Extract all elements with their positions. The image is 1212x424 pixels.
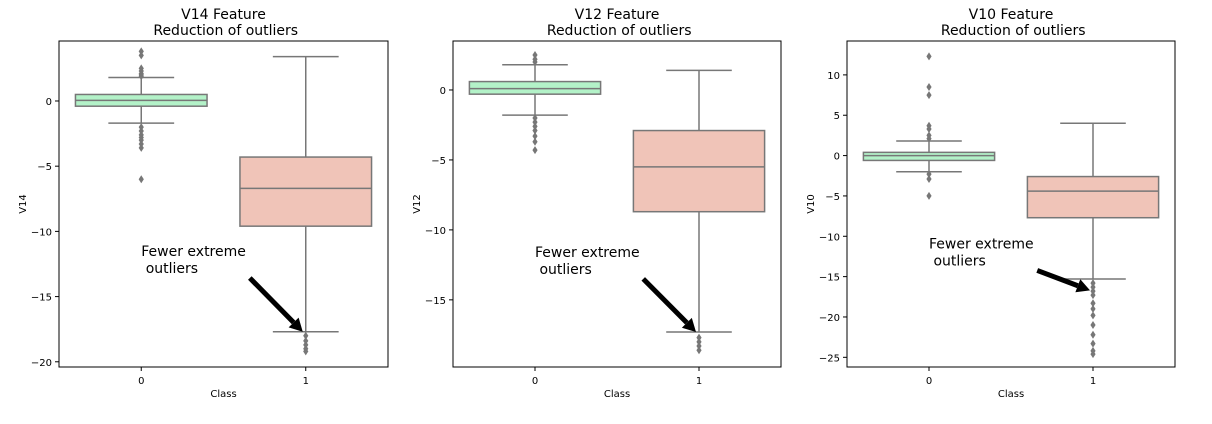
outlier-point — [138, 72, 144, 81]
outlier-point — [1090, 304, 1096, 313]
y-axis-label: V12 — [412, 194, 423, 214]
x-axis-label: Class — [604, 389, 630, 400]
y-tick-label: −15 — [31, 293, 52, 304]
box-class-1 — [632, 69, 766, 355]
y-tick-label: −15 — [425, 296, 446, 307]
chart-title: V14 Feature Reduction of outliers — [149, 7, 298, 39]
y-tick-label: −15 — [819, 273, 840, 284]
outlier-point — [138, 175, 144, 184]
outlier-point — [926, 174, 932, 183]
y-tick-label: 0 — [834, 152, 840, 163]
x-tick-label: 0 — [532, 376, 538, 387]
chart-title: V10 Feature Reduction of outliers — [936, 7, 1085, 39]
box-iqr — [862, 151, 996, 162]
outlier-point — [1090, 299, 1096, 308]
annotation-arrow-head — [681, 317, 696, 333]
y-tick-label: 5 — [834, 111, 840, 122]
x-axis-label: Class — [998, 389, 1024, 400]
outlier-point — [1090, 321, 1096, 330]
outlier-point — [696, 337, 702, 346]
outlier-point — [1090, 283, 1096, 292]
outlier-point — [532, 113, 538, 122]
outlier-point — [532, 146, 538, 155]
outlier-point — [532, 132, 538, 141]
outlier-point — [1090, 279, 1096, 288]
axes-frame — [452, 40, 782, 368]
annotation-text: Fewer extreme outliers — [929, 236, 1034, 269]
x-axis-label: Class — [210, 389, 236, 400]
y-tick-label: 10 — [827, 71, 840, 82]
annotation-arrow-head — [1075, 279, 1090, 293]
chart-panel-0: V14 Feature Reduction of outliers 0 −5 −10 −… — [18, 7, 389, 400]
box-class-0 — [862, 52, 996, 200]
outlier-point — [696, 346, 702, 355]
outlier-point — [532, 118, 538, 127]
chart-title: V12 Feature Reduction of outliers — [542, 7, 691, 39]
outlier-point — [1090, 339, 1096, 348]
y-tick-label: −25 — [819, 353, 840, 364]
outlier-point — [696, 333, 702, 342]
outlier-point — [532, 50, 538, 59]
y-tick-label: −10 — [31, 227, 52, 238]
outlier-point — [1090, 311, 1096, 320]
annotation-arrow-head — [288, 317, 303, 332]
y-axis-label: V10 — [806, 194, 817, 214]
chart-panel-1: V12 Feature Reduction of outliers 0 −5 −10 −… — [412, 7, 782, 400]
outlier-point — [696, 342, 702, 351]
annotation-text: Fewer extreme outliers — [535, 245, 640, 278]
outlier-point — [303, 347, 309, 356]
y-tick-label: 0 — [440, 86, 446, 97]
box-class-0 — [468, 50, 602, 155]
y-tick-label: −10 — [425, 226, 446, 237]
outlier-point — [1090, 291, 1096, 300]
y-tick-label: −5 — [825, 192, 840, 203]
outlier-point — [926, 170, 932, 179]
outlier-point — [926, 134, 932, 143]
annotation-text: Fewer extreme outliers — [141, 244, 246, 277]
axes-frame — [846, 40, 1176, 368]
annotation-arrow-shaft — [1036, 268, 1079, 289]
y-tick-label: −10 — [819, 232, 840, 243]
y-tick-label: −20 — [819, 313, 840, 324]
outlier-point — [926, 91, 932, 100]
y-axis-label: V14 — [18, 194, 29, 214]
axes-frame — [58, 40, 389, 368]
outlier-point — [926, 124, 932, 133]
x-tick-label: 1 — [303, 376, 309, 387]
box-class-0 — [74, 47, 208, 184]
outlier-point — [532, 126, 538, 135]
y-tick-label: −20 — [31, 358, 52, 369]
outlier-point — [532, 137, 538, 146]
outlier-point — [303, 331, 309, 340]
outlier-point — [1090, 330, 1096, 339]
chart-panel-2: V10 Feature Reduction of outliers1050−5−… — [806, 7, 1176, 400]
x-tick-label: 1 — [1090, 376, 1096, 387]
annotation-arrow-shaft — [641, 277, 689, 325]
x-tick-label: 0 — [926, 376, 932, 387]
outlier-point — [926, 82, 932, 91]
box-class-1 — [1026, 122, 1160, 359]
x-tick-label: 0 — [138, 376, 144, 387]
x-tick-label: 1 — [696, 376, 702, 387]
box-iqr — [239, 156, 373, 227]
outlier-point — [1090, 287, 1096, 296]
outlier-point — [926, 191, 932, 200]
outlier-point — [532, 122, 538, 131]
box-class-1 — [239, 55, 373, 356]
outlier-point — [1090, 350, 1096, 359]
box-iqr — [632, 129, 766, 213]
y-tick-label: −5 — [431, 156, 446, 167]
outlier-point — [926, 52, 932, 61]
outlier-point — [138, 143, 144, 152]
annotation-arrow-shaft — [248, 276, 296, 325]
y-tick-label: 0 — [46, 97, 52, 108]
y-tick-label: −5 — [37, 162, 52, 173]
box-iqr — [1026, 175, 1160, 219]
outlier-point — [138, 51, 144, 60]
outlier-point — [532, 57, 538, 66]
